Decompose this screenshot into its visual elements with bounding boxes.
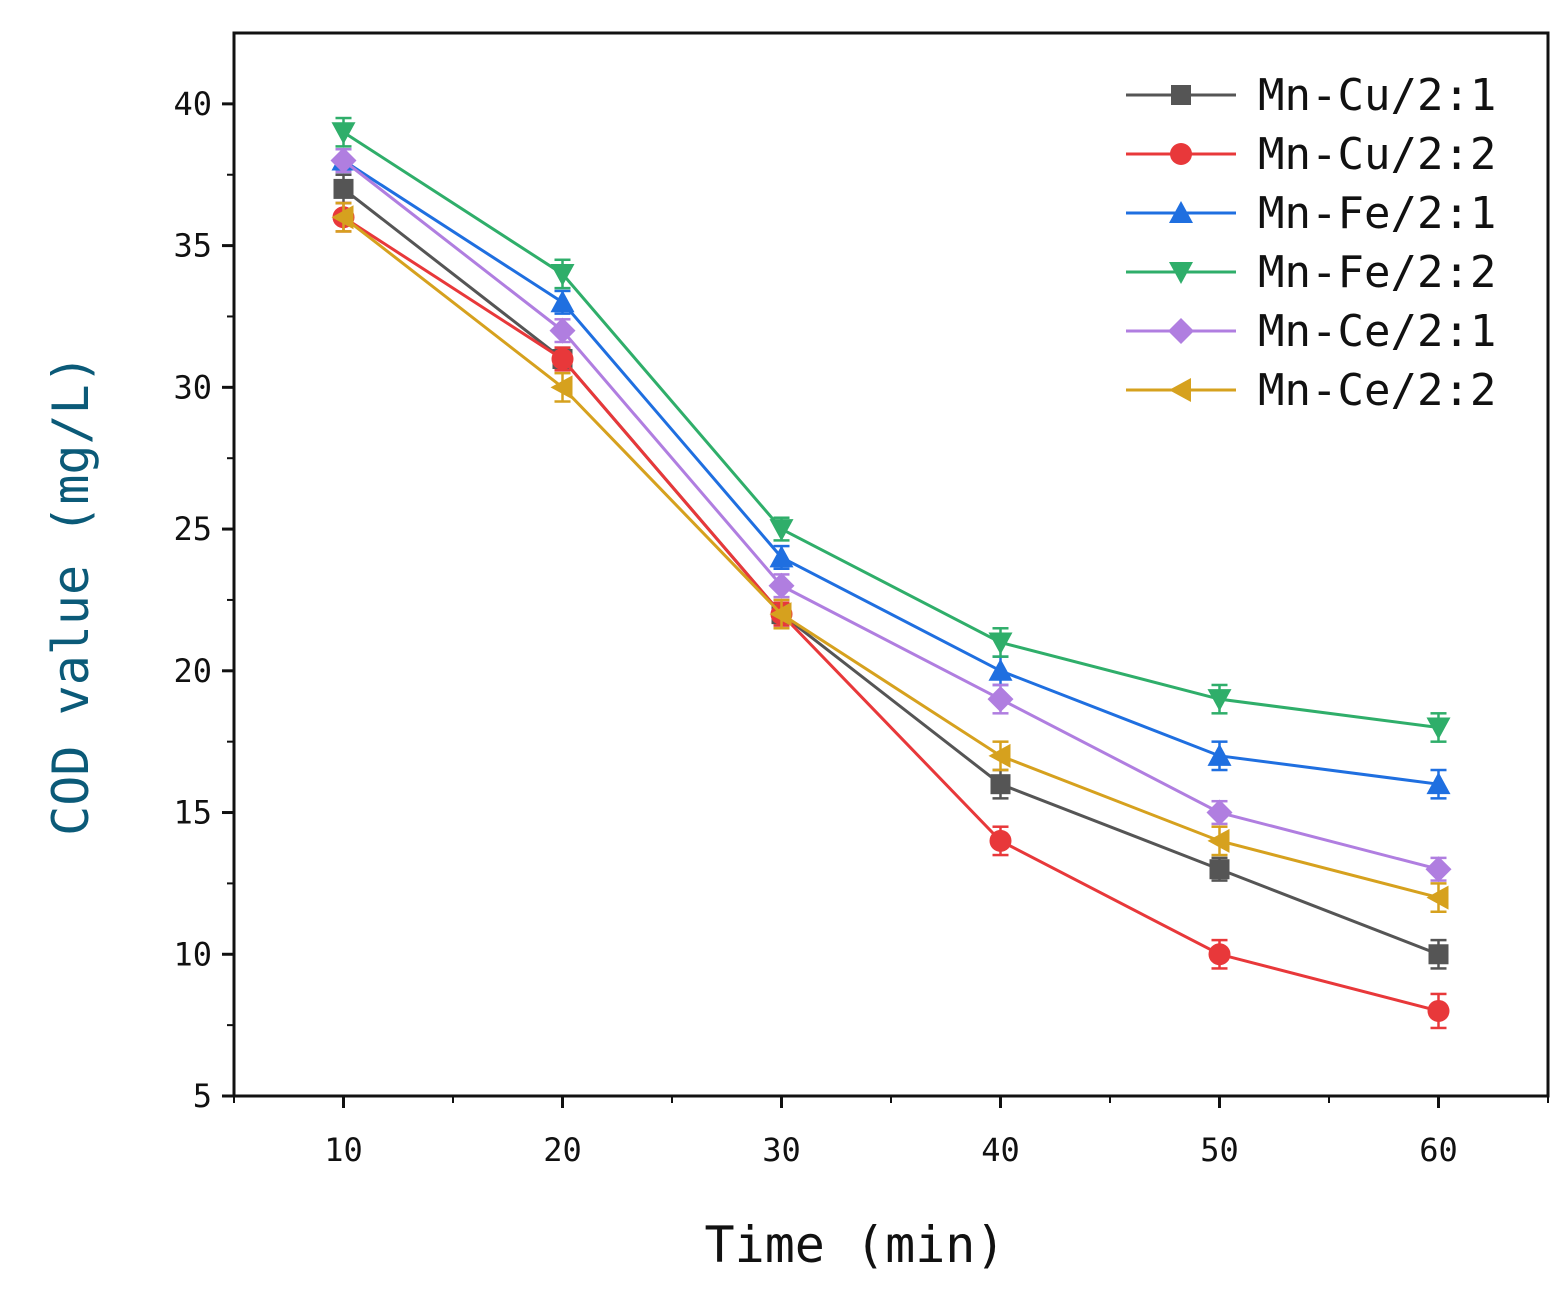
legend-marker <box>1169 262 1193 284</box>
y-tick-label: 20 <box>173 652 212 690</box>
y-tick-label: 15 <box>173 794 212 832</box>
legend-marker <box>1169 378 1191 402</box>
legend-item: Mn-Ce/2:1 <box>1126 306 1496 357</box>
data-point <box>331 122 356 145</box>
y-axis-title: COD value (mg/L) <box>42 354 100 836</box>
data-point <box>1426 885 1449 910</box>
data-point <box>1426 772 1451 795</box>
y-axis: 5 10 15 20 25 30 35 40 <box>173 85 234 1115</box>
legend-marker <box>1169 201 1193 223</box>
legend-item: Mn-Ce/2:2 <box>1126 365 1496 416</box>
data-point <box>331 205 354 230</box>
legend-label: Mn-Fe/2:1 <box>1258 188 1496 239</box>
x-tick-label: 10 <box>324 1131 363 1169</box>
legend-item: Mn-Cu/2:1 <box>1126 70 1496 121</box>
legend-marker <box>1170 143 1192 165</box>
data-point <box>1207 828 1230 853</box>
data-point <box>988 743 1011 768</box>
series-Mn-Ce/2:1 <box>330 147 1452 883</box>
data-point <box>1427 999 1450 1022</box>
data-point <box>1426 717 1451 740</box>
y-tick-label: 40 <box>173 85 212 123</box>
legend-item: Mn-Cu/2:2 <box>1126 129 1496 180</box>
legend: Mn-Cu/2:1 Mn-Cu/2:2 Mn-Fe/2:1 Mn-Fe/2:2 Mn-C… <box>1126 70 1496 416</box>
x-axis-title: Time (min) <box>704 1216 1005 1274</box>
data-point <box>989 829 1012 852</box>
data-point <box>1208 943 1231 966</box>
data-point <box>550 375 573 400</box>
data-point <box>1207 743 1232 766</box>
x-tick-label: 50 <box>1200 1131 1239 1169</box>
x-tick-label: 40 <box>981 1131 1020 1169</box>
data-point <box>1425 856 1452 883</box>
y-tick-label: 10 <box>173 935 212 973</box>
x-axis: 10 20 30 40 50 60 <box>233 1096 1549 1169</box>
series-line <box>342 216 1439 900</box>
data-point <box>988 632 1013 655</box>
data-point <box>769 519 794 542</box>
data-point <box>988 658 1013 681</box>
legend-label: Mn-Ce/2:2 <box>1258 365 1496 416</box>
data-point <box>769 602 792 627</box>
data-point <box>987 686 1014 713</box>
data-point <box>769 545 794 568</box>
data-point <box>550 290 575 313</box>
data-point <box>550 263 575 286</box>
data-point <box>1209 859 1230 880</box>
data-point <box>768 572 795 599</box>
data-point <box>990 774 1011 795</box>
x-tick-label: 20 <box>543 1131 582 1169</box>
x-tick-label: 30 <box>762 1131 801 1169</box>
y-tick-label: 30 <box>173 368 212 406</box>
data-point <box>330 147 357 174</box>
legend-item: Mn-Fe/2:1 <box>1126 188 1496 239</box>
data-point <box>1207 689 1232 712</box>
data-point <box>333 178 354 199</box>
data-point <box>551 347 574 370</box>
series-line <box>342 159 1439 871</box>
data-point <box>1428 944 1449 965</box>
legend-marker <box>1171 85 1191 105</box>
data-point <box>1206 799 1233 826</box>
legend-label: Mn-Cu/2:2 <box>1258 129 1496 180</box>
data-point <box>549 317 576 344</box>
legend-label: Mn-Fe/2:2 <box>1258 247 1496 298</box>
legend-label: Mn-Cu/2:1 <box>1258 70 1496 121</box>
y-tick-label: 5 <box>193 1077 212 1115</box>
series-Mn-Fe/2:2 <box>331 116 1451 743</box>
series-line <box>342 187 1440 956</box>
series-line <box>342 215 1439 1013</box>
series-Mn-Ce/2:2 <box>331 201 1449 913</box>
series-line <box>342 130 1439 729</box>
y-tick-label: 25 <box>173 510 212 548</box>
y-tick-label: 35 <box>173 227 212 265</box>
series-line <box>342 159 1439 786</box>
x-tick-label: 60 <box>1419 1131 1458 1169</box>
legend-marker <box>1168 318 1194 344</box>
series-layer <box>330 116 1452 1030</box>
legend-label: Mn-Ce/2:1 <box>1258 306 1496 357</box>
legend-item: Mn-Fe/2:2 <box>1126 247 1496 298</box>
